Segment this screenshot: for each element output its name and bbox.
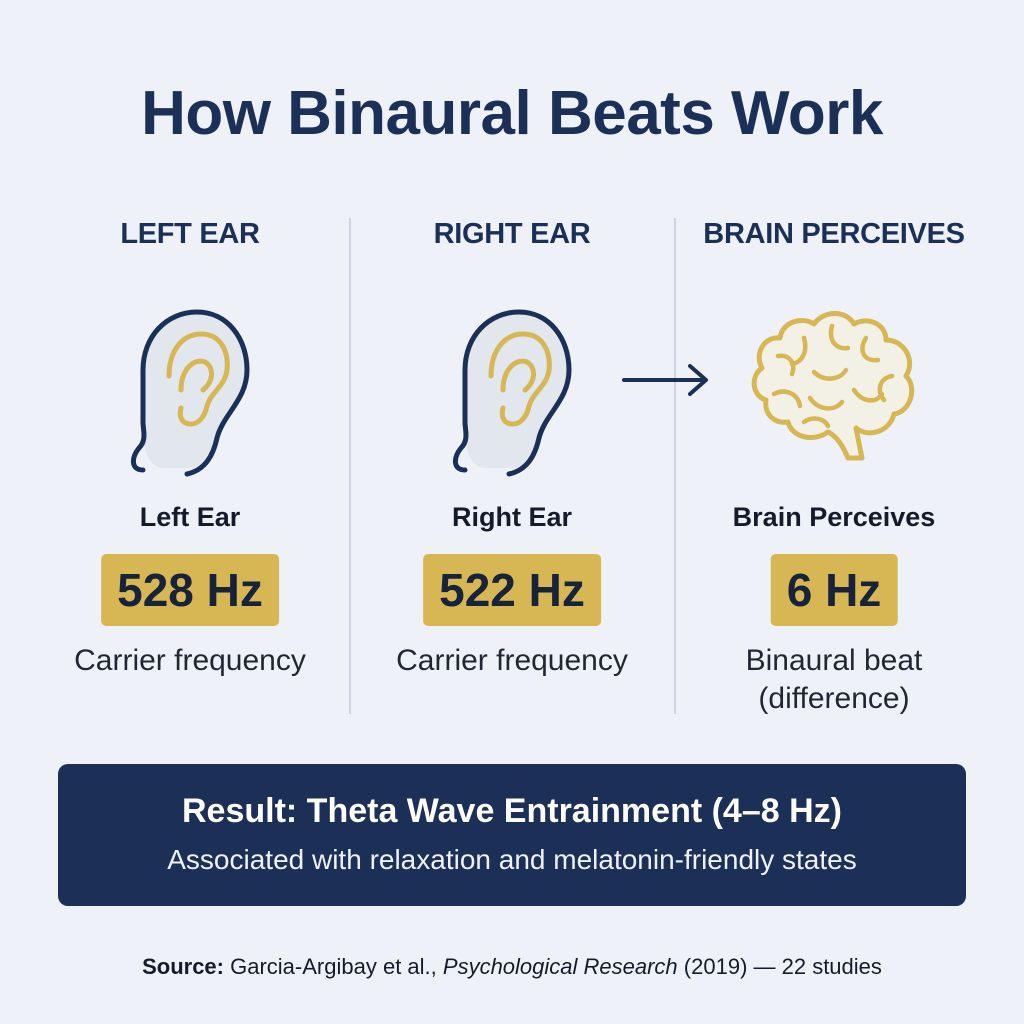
- frequency-badge: 528 Hz: [101, 554, 279, 626]
- result-box: Result: Theta Wave Entrainment (4–8 Hz) …: [58, 764, 966, 906]
- column-label: Brain Perceives: [732, 502, 936, 532]
- left-ear-column: LEFT EAR Left Ear 528 Hz Carrier frequen…: [20, 210, 360, 730]
- source-label: Source:: [142, 954, 224, 979]
- result-title: Result: Theta Wave Entrainment (4–8 Hz): [182, 792, 842, 830]
- right-ear-column: RIGHT EAR Right Ear 522 Hz Carrier frequ…: [342, 210, 682, 730]
- source-journal: Psychological Research: [442, 954, 678, 979]
- frequency-badge: 522 Hz: [423, 554, 601, 626]
- source-citation: Source: Garcia-Argibay et al., Psycholog…: [0, 954, 1024, 980]
- column-heading: LEFT EAR: [120, 218, 260, 250]
- brain-icon: [751, 311, 915, 461]
- ear-icon: [131, 309, 250, 477]
- brain-column: BRAIN PERCEIVES Brain Perceives 6 Hz Bin…: [664, 210, 1004, 730]
- frequency-badge: 6 Hz: [770, 554, 898, 626]
- column-caption: Carrier frequency: [396, 644, 628, 677]
- column-label: Right Ear: [451, 502, 572, 532]
- ear-icon: [453, 309, 572, 477]
- source-authors: Garcia-Argibay et al.,: [230, 954, 437, 979]
- column-caption: Carrier frequency: [74, 644, 306, 677]
- result-subtitle: Associated with relaxation and melatonin…: [167, 844, 857, 875]
- caption-line: (difference): [758, 682, 910, 715]
- column-divider: [349, 218, 351, 714]
- column-heading: BRAIN PERCEIVES: [703, 218, 965, 250]
- arrow-right-icon: [622, 364, 708, 396]
- column-divider: [674, 218, 676, 714]
- page-title: How Binaural Beats Work: [141, 79, 883, 148]
- column-label: Left Ear: [139, 502, 241, 532]
- column-heading: RIGHT EAR: [433, 218, 591, 250]
- source-details: (2019) — 22 studies: [683, 954, 882, 979]
- caption-line: Binaural beat: [745, 644, 923, 677]
- column-caption: Binaural beat (difference): [664, 642, 1004, 718]
